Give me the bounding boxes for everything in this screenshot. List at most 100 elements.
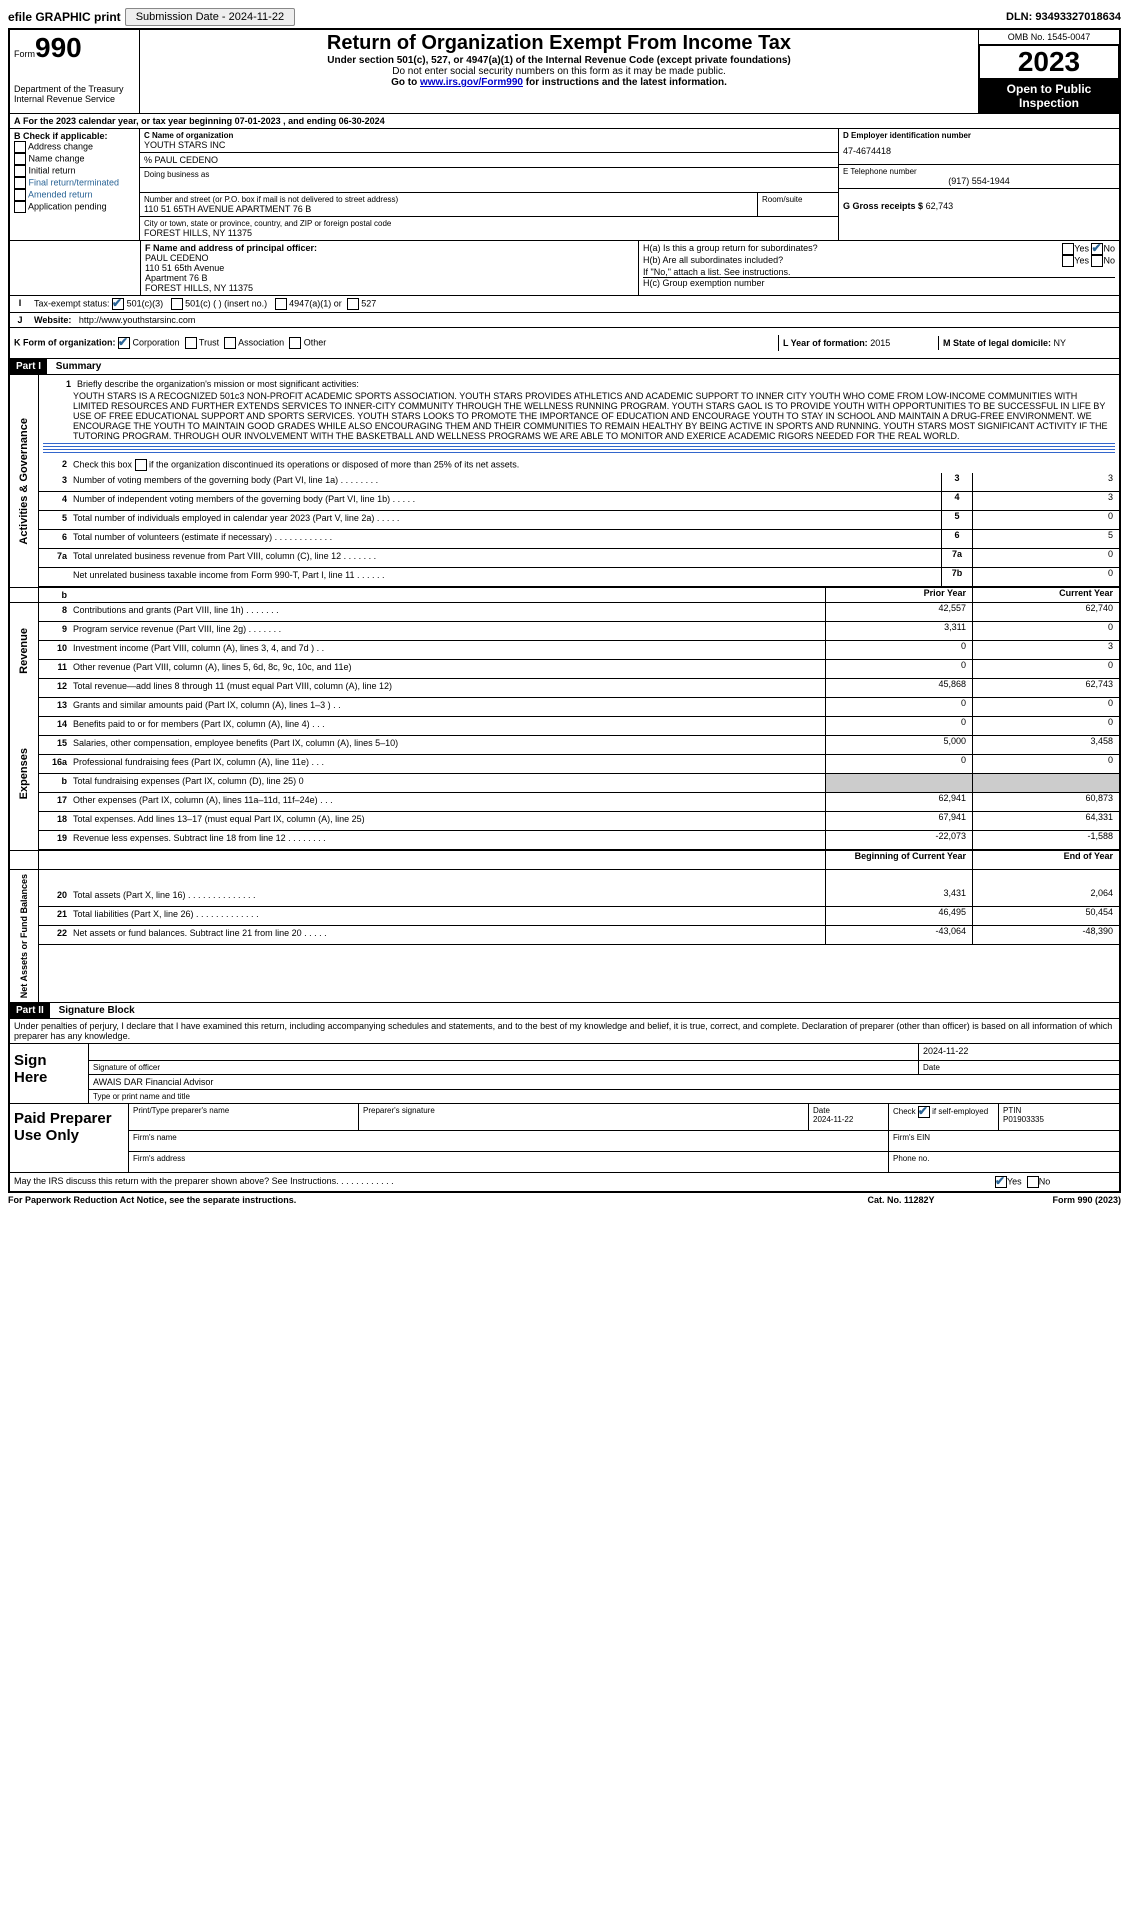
- line-desc: Total expenses. Add lines 13–17 (must eq…: [71, 812, 825, 830]
- current-value: -1,588: [972, 831, 1119, 849]
- hb-label: H(b) Are all subordinates included?: [643, 255, 1062, 267]
- line-desc: Net assets or fund balances. Subtract li…: [71, 926, 825, 944]
- discuss-yes-checkbox[interactable]: [995, 1176, 1007, 1188]
- firm-name-label: Firm's name: [129, 1131, 889, 1151]
- table-row: 7a Total unrelated business revenue from…: [39, 549, 1119, 568]
- box-l-value: 2015: [870, 338, 890, 348]
- prep-date-label: Date: [813, 1106, 884, 1115]
- trust-checkbox[interactable]: [185, 337, 197, 349]
- street-addr: 110 51 65TH AVENUE APARTMENT 76 B: [144, 204, 753, 214]
- table-row: 4 Number of independent voting members o…: [39, 492, 1119, 511]
- current-value: 3: [972, 641, 1119, 659]
- table-row: 10 Investment income (Part VIII, column …: [39, 641, 1119, 660]
- self-employed-checkbox[interactable]: [918, 1106, 930, 1118]
- discuss-no-checkbox[interactable]: [1027, 1176, 1039, 1188]
- care-of: % PAUL CEDENO: [140, 153, 838, 168]
- current-value: 0: [972, 660, 1119, 678]
- cat-no: Cat. No. 11282Y: [821, 1195, 981, 1205]
- sign-date: 2024-11-22: [919, 1044, 1119, 1060]
- line-num: 3: [39, 473, 71, 491]
- table-row: Net unrelated business taxable income fr…: [39, 568, 1119, 587]
- phone-value: (917) 554-1944: [843, 176, 1115, 186]
- discuss-yes-label: Yes: [1007, 1177, 1022, 1187]
- prior-value: 42,557: [825, 603, 972, 621]
- line-value: 3: [973, 473, 1119, 491]
- line-desc: Other revenue (Part VIII, column (A), li…: [71, 660, 825, 678]
- line-num: 21: [39, 907, 71, 925]
- line-desc: Total assets (Part X, line 16) . . . . .…: [71, 888, 825, 906]
- current-value: 62,743: [972, 679, 1119, 697]
- vlabel-ag: Activities & Governance: [16, 414, 32, 549]
- other-checkbox[interactable]: [289, 337, 301, 349]
- part2-title: Signature Block: [53, 1005, 135, 1016]
- initial-return-checkbox[interactable]: [14, 165, 26, 177]
- current-value: 62,740: [972, 603, 1119, 621]
- city-label: City or town, state or province, country…: [144, 219, 834, 228]
- table-row: 20 Total assets (Part X, line 16) . . . …: [39, 888, 1119, 907]
- current-value: 3,458: [972, 736, 1119, 754]
- tax-year: 2023: [979, 45, 1119, 79]
- website-value: http://www.youthstarsinc.com: [79, 315, 196, 325]
- name-change-checkbox[interactable]: [14, 153, 26, 165]
- address-block: B Check if applicable: Address change Na…: [10, 129, 1119, 241]
- irs-link[interactable]: www.irs.gov/Form990: [420, 77, 523, 88]
- firm-addr-label: Firm's address: [129, 1152, 889, 1172]
- line-num: 9: [39, 622, 71, 640]
- 501c3-checkbox[interactable]: [112, 298, 124, 310]
- line-desc: Total fundraising expenses (Part IX, col…: [71, 774, 825, 792]
- col-end-header: End of Year: [972, 851, 1119, 869]
- box-m-value: NY: [1054, 338, 1067, 348]
- form-subtitle1: Under section 501(c), 527, or 4947(a)(1)…: [144, 55, 974, 66]
- 501c-checkbox[interactable]: [171, 298, 183, 310]
- hb-no-checkbox[interactable]: [1091, 255, 1103, 267]
- 4947-checkbox[interactable]: [275, 298, 287, 310]
- table-row: 3 Number of voting members of the govern…: [39, 473, 1119, 492]
- amended-checkbox[interactable]: [14, 189, 26, 201]
- line-num: 15: [39, 736, 71, 754]
- line-desc: Other expenses (Part IX, column (A), lin…: [71, 793, 825, 811]
- hb-yes-checkbox[interactable]: [1062, 255, 1074, 267]
- line-key: 6: [941, 530, 973, 548]
- assoc-checkbox[interactable]: [224, 337, 236, 349]
- website-label: Website:: [34, 315, 71, 325]
- gross-receipts-label: G Gross receipts $: [843, 201, 923, 211]
- form-container: Form990 Department of the Treasury Inter…: [8, 28, 1121, 1193]
- app-pending-checkbox[interactable]: [14, 201, 26, 213]
- box-m-label: M State of legal domicile:: [943, 338, 1051, 348]
- line-desc: Total number of individuals employed in …: [71, 511, 941, 529]
- table-row: 18 Total expenses. Add lines 13–17 (must…: [39, 812, 1119, 831]
- ha-no-checkbox[interactable]: [1091, 243, 1103, 255]
- line-desc: Program service revenue (Part VIII, line…: [71, 622, 825, 640]
- line2-text: Check this box: [73, 459, 135, 469]
- addr-change-checkbox[interactable]: [14, 141, 26, 153]
- period-end: 06-30-2024: [339, 116, 385, 126]
- line-value: 0: [973, 511, 1119, 529]
- line-num: [39, 568, 71, 586]
- tax-status-label: Tax-exempt status:: [34, 298, 110, 308]
- ha-label: H(a) Is this a group return for subordin…: [643, 243, 1062, 255]
- part1-title: Summary: [50, 361, 102, 372]
- paid-preparer-label: Paid Preparer Use Only: [10, 1104, 129, 1172]
- goto-prefix: Go to: [391, 77, 420, 88]
- submission-date-button[interactable]: Submission Date - 2024-11-22: [125, 8, 295, 26]
- current-value: 60,873: [972, 793, 1119, 811]
- line-num: 4: [39, 492, 71, 510]
- 527-checkbox[interactable]: [347, 298, 359, 310]
- prior-value: -22,073: [825, 831, 972, 849]
- line-desc: Number of voting members of the governin…: [71, 473, 941, 491]
- street-label: Number and street (or P.O. box if mail i…: [144, 195, 753, 204]
- line-value: 0: [973, 549, 1119, 567]
- line2-checkbox[interactable]: [135, 459, 147, 471]
- prior-value: 0: [825, 641, 972, 659]
- final-return-checkbox[interactable]: [14, 177, 26, 189]
- corp-checkbox[interactable]: [118, 337, 130, 349]
- dba-label: Doing business as: [144, 170, 834, 179]
- line-desc: Total unrelated business revenue from Pa…: [71, 549, 941, 567]
- line-num: 22: [39, 926, 71, 944]
- ha-yes-checkbox[interactable]: [1062, 243, 1074, 255]
- amended-label: Amended return: [28, 189, 93, 199]
- box-l-label: L Year of formation:: [783, 338, 868, 348]
- omb-number: OMB No. 1545-0047: [979, 30, 1119, 45]
- line-desc: Total number of volunteers (estimate if …: [71, 530, 941, 548]
- tax-status-row: I Tax-exempt status: 501(c)(3) 501(c) ( …: [10, 296, 1119, 313]
